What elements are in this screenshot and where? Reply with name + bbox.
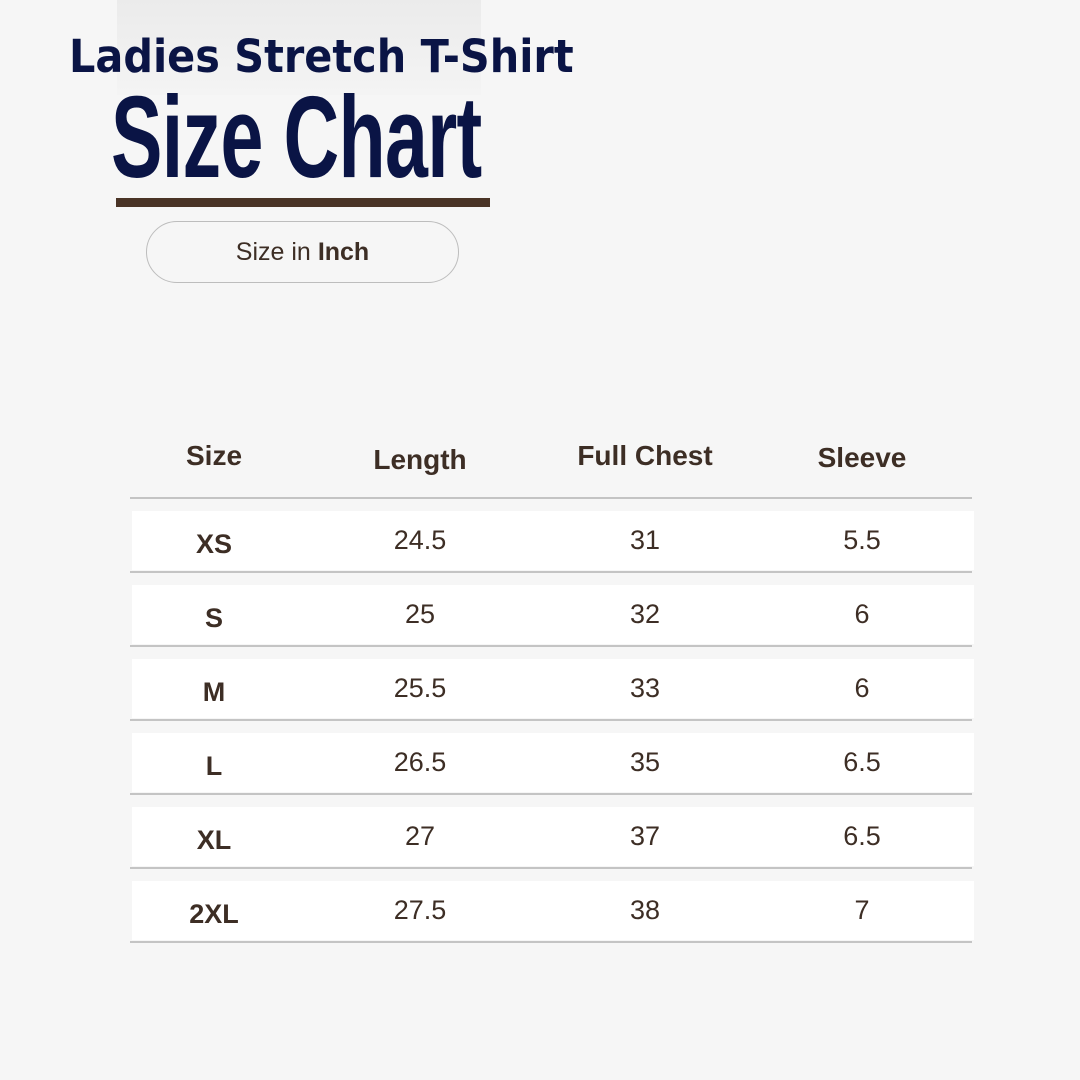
cell-sleeve: 6 [854, 673, 870, 703]
cell-sleeve: 6.5 [843, 747, 881, 777]
row-background [132, 733, 974, 792]
product-subtitle: Ladies Stretch T-Shirt [69, 30, 574, 83]
table-row: XL 27 37 6.5 [130, 795, 974, 869]
row-background [132, 881, 974, 940]
cell-full-chest: 38 [629, 895, 661, 925]
row-background [132, 511, 974, 570]
column-header-length: Length [373, 444, 467, 475]
column-header-full-chest: Full Chest [577, 440, 713, 471]
cell-full-chest: 32 [629, 599, 661, 629]
cell-size: XL [196, 825, 232, 855]
table-row: S 25 32 6 [130, 573, 974, 647]
cell-sleeve: 6 [854, 599, 870, 629]
cell-full-chest: 31 [629, 525, 661, 555]
cell-length: 27.5 [393, 895, 447, 925]
cell-size: S [204, 603, 224, 633]
cell-full-chest: 37 [629, 821, 661, 851]
cell-length: 26.5 [393, 747, 447, 777]
cell-size: L [205, 751, 223, 781]
title-underline [116, 198, 490, 207]
cell-size: M [202, 677, 226, 707]
cell-length: 25.5 [393, 673, 447, 703]
table-row: M 25.5 33 6 [130, 647, 974, 721]
table-header: Size Length Full Chest Sleeve [130, 430, 972, 499]
unit-prefix: Size in [235, 237, 311, 266]
row-background [132, 585, 974, 644]
cell-size: XS [195, 529, 233, 559]
cell-length: 27 [404, 821, 436, 851]
column-header-size: Size [185, 440, 243, 471]
page-title: Size Chart [111, 72, 482, 202]
cell-length: 25 [404, 599, 436, 629]
row-background [132, 659, 974, 718]
table-row: XS 24.5 31 5.5 [130, 499, 974, 573]
cell-sleeve: 6.5 [843, 821, 881, 851]
table-row: L 26.5 35 6.5 [130, 721, 974, 795]
table-row: 2XL 27.5 38 7 [130, 869, 974, 943]
cell-length: 24.5 [393, 525, 447, 555]
size-table: Size Length Full Chest Sleeve XS 24.5 31 5.… [130, 430, 974, 943]
background-shade [117, 0, 481, 95]
unit-badge: Size in Inch [146, 221, 459, 283]
cell-size: 2XL [189, 899, 239, 929]
cell-sleeve: 7 [854, 895, 870, 925]
cell-full-chest: 35 [629, 747, 661, 777]
row-background [132, 807, 974, 866]
column-header-sleeve: Sleeve [817, 442, 907, 473]
cell-full-chest: 33 [629, 673, 661, 703]
cell-sleeve: 5.5 [843, 525, 881, 555]
unit-label: Inch [317, 237, 370, 266]
